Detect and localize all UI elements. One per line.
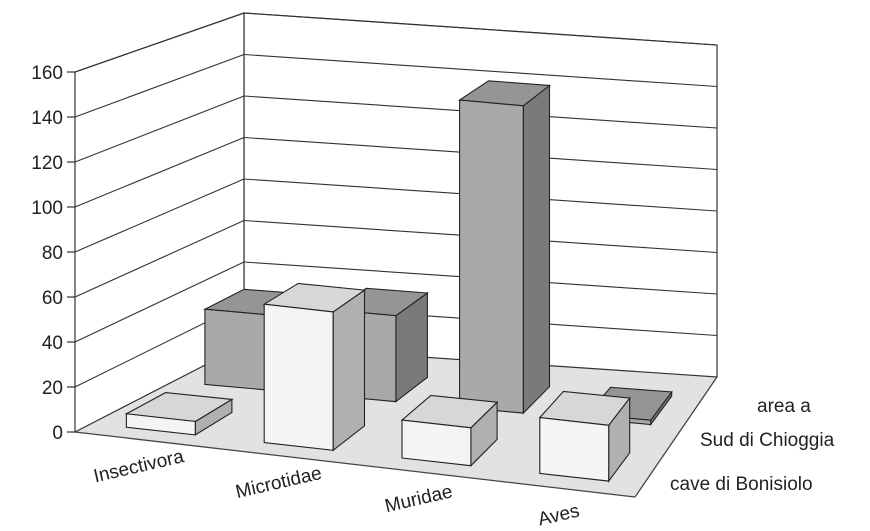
series-label-back-line2: Sud di Chioggia [700, 430, 835, 451]
gridline-side-80 [74, 178, 245, 253]
series-label-front: cave di Bonisiolo [670, 474, 813, 495]
y-tick-label-80: 80 [42, 243, 63, 264]
bar-front [459, 99, 524, 414]
category-label-muridae: Muridae [383, 481, 455, 517]
bar-side [522, 84, 551, 415]
gridline-side-60 [74, 219, 245, 298]
gridline-back-160 [243, 12, 718, 46]
bar-front [204, 308, 270, 391]
y-axis-ticks: 0 20 40 60 80 100 120 140 160 [31, 63, 75, 444]
floor-right-edge [634, 376, 718, 498]
y-tick-label-0: 0 [52, 423, 63, 444]
gridline-back-140 [243, 53, 718, 88]
gridline-side-120 [74, 95, 245, 163]
bars [124, 80, 673, 483]
bar-front [125, 413, 196, 436]
y-tick-label-120: 120 [31, 153, 63, 174]
gridline-side-160 [74, 12, 245, 73]
bar-side [332, 289, 366, 452]
series-label-back-line1: area a [757, 396, 811, 417]
category-label-aves: Aves [536, 501, 582, 531]
floor-front-edge [74, 431, 636, 498]
gridline-side-140 [74, 53, 245, 118]
y-tick-label-20: 20 [42, 378, 63, 399]
bar-back-muridae [457, 80, 551, 415]
bar-front-insectivora [124, 392, 234, 436]
y-tick-label-140: 140 [31, 108, 63, 129]
bar-front [263, 303, 334, 451]
bar-front-muridae [400, 394, 499, 468]
bar-front-microtidae [262, 282, 367, 452]
bar-front-aves [538, 390, 631, 483]
category-label-insectivora: Insectivora [92, 446, 187, 487]
bar-front [539, 416, 610, 482]
series-labels: area a Sud di Chioggia cave di Bonisiolo [670, 396, 835, 495]
gridline-side-40 [74, 261, 245, 343]
y-tick-label-40: 40 [42, 333, 63, 354]
y-tick-label-60: 60 [42, 288, 63, 309]
y-tick-label-160: 160 [31, 63, 63, 84]
bar-front [401, 419, 472, 467]
y-tick-label-100: 100 [31, 198, 63, 219]
gridline-side-100 [74, 136, 245, 208]
category-label-microtidae: Microtidae [234, 463, 324, 503]
